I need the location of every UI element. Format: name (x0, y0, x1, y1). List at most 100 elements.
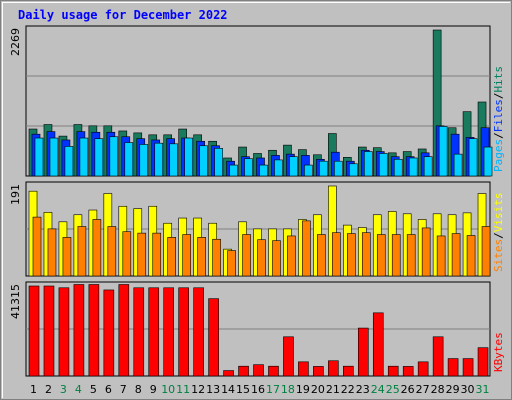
bar-pages-day-13 (214, 148, 223, 177)
bar-kbytes-day-3 (58, 287, 70, 377)
bar-sites-day-13 (212, 238, 221, 277)
x-tick-21: 21 (326, 383, 340, 396)
bar-pages-day-16 (259, 164, 268, 177)
bar-sites-day-19 (302, 220, 311, 277)
bar-kbytes-day-28 (432, 336, 444, 377)
bar-pages-day-27 (423, 156, 433, 177)
panel-2-ymax-label: 191 (9, 184, 22, 205)
bar-sites-day-7 (122, 231, 132, 277)
bar-sites-day-11 (182, 234, 191, 277)
panel-3-legend: KBytes (492, 332, 505, 372)
legend-separator: / (492, 93, 505, 100)
bar-sites-day-10 (167, 237, 177, 277)
bar-sites-day-16 (257, 239, 266, 277)
bar-kbytes-day-14 (223, 370, 234, 377)
panel-1-legend: Pages/Files/Hits (492, 66, 505, 172)
bar-kbytes-day-31 (477, 347, 489, 377)
bar-sites-day-22 (347, 233, 356, 277)
bar-sites-day-29 (451, 233, 461, 277)
bar-pages-day-30 (468, 138, 478, 177)
x-tick-5: 5 (90, 383, 97, 396)
x-tick-27: 27 (416, 383, 430, 396)
bar-kbytes-day-9 (148, 287, 160, 377)
bar-kbytes-day-24 (372, 312, 384, 377)
bar-pages-day-12 (199, 145, 208, 177)
x-tick-8: 8 (135, 383, 142, 396)
bar-pages-day-17 (274, 159, 283, 177)
bar-sites-day-18 (287, 235, 296, 277)
bar-pages-day-24 (378, 153, 388, 177)
bar-kbytes-day-27 (417, 361, 429, 377)
x-tick-20: 20 (311, 383, 325, 396)
bar-kbytes-day-29 (447, 358, 459, 377)
bar-kbytes-day-15 (238, 365, 249, 377)
bar-sites-day-15 (242, 234, 251, 277)
bar-pages-day-10 (169, 143, 179, 177)
bar-sites-day-24 (376, 234, 386, 277)
bar-kbytes-day-18 (283, 336, 294, 377)
bar-kbytes-day-21 (328, 360, 339, 377)
bar-kbytes-day-23 (357, 327, 369, 377)
bar-kbytes-day-5 (88, 284, 100, 377)
x-tick-7: 7 (120, 383, 127, 396)
bar-sites-day-4 (77, 226, 87, 277)
x-tick-2: 2 (45, 383, 52, 396)
x-tick-6: 6 (105, 383, 112, 396)
bar-pages-day-23 (363, 151, 373, 177)
bar-pages-day-25 (393, 158, 403, 177)
bar-pages-day-11 (184, 137, 193, 177)
bar-kbytes-day-16 (253, 364, 264, 377)
bar-kbytes-day-12 (193, 287, 204, 377)
bar-pages-day-28 (438, 126, 448, 177)
bar-kbytes-day-11 (178, 287, 189, 377)
bar-sites-day-14 (227, 250, 236, 277)
bar-pages-day-26 (408, 157, 418, 177)
bar-sites-day-31 (481, 226, 491, 277)
bar-kbytes-day-1 (28, 285, 40, 377)
bar-pages-day-29 (453, 153, 463, 177)
bar-pages-day-3 (64, 146, 74, 177)
bar-pages-day-5 (94, 138, 104, 177)
bar-kbytes-day-26 (402, 366, 414, 377)
x-tick-24: 24 (371, 383, 385, 396)
bar-kbytes-day-10 (163, 287, 175, 377)
panel-3-ymax-label: 41315 (9, 284, 22, 319)
legend-pages: Pages (492, 139, 505, 172)
bar-pages-day-14 (229, 164, 238, 177)
x-tick-28: 28 (431, 383, 445, 396)
bar-sites-day-9 (152, 232, 162, 277)
bar-sites-day-17 (272, 240, 281, 277)
x-tick-25: 25 (386, 383, 400, 396)
bar-sites-day-23 (361, 232, 371, 277)
bar-kbytes-day-7 (118, 284, 130, 377)
legend-separator: / (492, 232, 505, 239)
panel-2-legend: Sites/Visits (492, 193, 505, 273)
x-tick-15: 15 (236, 383, 250, 396)
bar-pages-day-15 (244, 158, 253, 177)
bar-kbytes-day-20 (313, 366, 324, 377)
x-tick-31: 31 (476, 383, 490, 396)
bar-pages-day-21 (334, 160, 343, 177)
legend-sites: Sites (492, 239, 505, 272)
bar-sites-day-30 (466, 235, 476, 277)
x-tick-29: 29 (446, 383, 460, 396)
x-tick-16: 16 (251, 383, 265, 396)
bar-pages-day-6 (109, 136, 119, 177)
x-tick-11: 11 (176, 383, 190, 396)
bar-sites-day-27 (421, 227, 431, 277)
legend-kbytes: KBytes (492, 332, 505, 372)
bar-sites-day-1 (32, 216, 42, 277)
x-tick-30: 30 (461, 383, 475, 396)
bar-pages-day-4 (79, 137, 89, 177)
bar-kbytes-day-8 (133, 287, 145, 377)
legend-visits: Visits (492, 193, 505, 233)
bar-kbytes-day-19 (298, 361, 309, 377)
bar-pages-day-7 (124, 142, 134, 177)
bar-sites-day-12 (197, 237, 206, 277)
x-tick-19: 19 (296, 383, 310, 396)
bar-kbytes-day-4 (73, 284, 85, 377)
bar-pages-day-31 (483, 146, 493, 177)
x-tick-1: 1 (30, 383, 37, 396)
